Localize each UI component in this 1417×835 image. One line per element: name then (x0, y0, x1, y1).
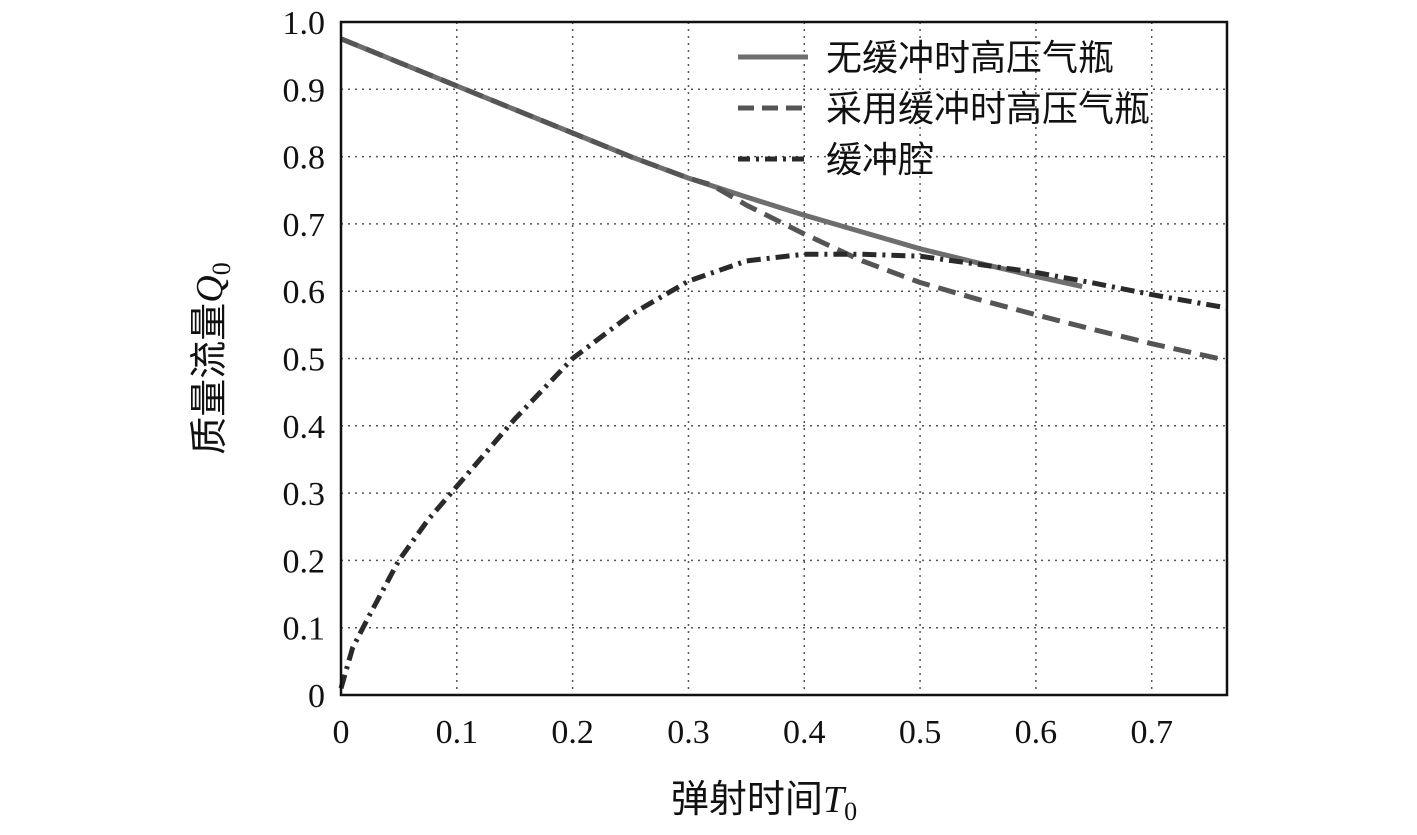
series-line-dashed (340, 36, 1228, 363)
plot-frame (339, 20, 1229, 697)
x-tick-labels: 0 0.1 0.2 0.3 0.4 0.5 0.6 0.7 (333, 714, 1173, 751)
x-axis-title-sub: 0 (844, 797, 857, 826)
x-tick-label: 0.7 (1130, 714, 1173, 751)
x-axis-title: 弹射时间T0 (671, 777, 857, 826)
y-tick-label: 0.8 (283, 140, 326, 177)
y-tick-label: 0.3 (283, 476, 326, 513)
y-tick-labels: 0 0.1 0.2 0.3 0.4 0.5 0.6 0.7 0.8 0.9 1.0 (283, 5, 326, 715)
legend-label: 采用缓冲时高压气瓶 (826, 89, 1150, 130)
series-line-dashdot (338, 251, 1228, 689)
y-tick-label: 0.6 (283, 274, 326, 311)
grid-lines (341, 22, 1227, 695)
x-tick-label: 0.5 (899, 714, 942, 751)
x-axis-title-var: T (823, 779, 847, 821)
series-lines (338, 36, 1228, 689)
y-tick-label: 0.1 (283, 611, 326, 648)
x-axis-title-text: 弹射时间 (671, 777, 823, 821)
x-tick-label: 0 (333, 714, 350, 751)
y-axis-title-sub: 0 (207, 262, 236, 275)
y-axis-title-text: 质量流量 (187, 303, 231, 455)
y-axis-title: 质量流量Q0 (187, 262, 236, 454)
x-tick-label: 0.1 (436, 714, 479, 751)
y-axis-title-var: Q (189, 275, 231, 302)
y-tick-label: 0 (308, 678, 325, 715)
legend-label: 缓冲腔 (826, 140, 934, 181)
y-tick-label: 0.2 (283, 543, 326, 580)
y-tick-label: 0.5 (283, 342, 326, 379)
x-tick-label: 0.6 (1015, 714, 1058, 751)
y-tick-label: 0.7 (283, 207, 326, 244)
x-tick-label: 0.4 (783, 714, 826, 751)
x-tick-label: 0.3 (667, 714, 710, 751)
legend-label: 无缓冲时高压气瓶 (826, 38, 1114, 79)
x-tick-label: 0.2 (551, 714, 594, 751)
y-tick-label: 1.0 (283, 5, 326, 42)
y-tick-label: 0.4 (283, 409, 326, 446)
y-tick-label: 0.9 (283, 72, 326, 109)
